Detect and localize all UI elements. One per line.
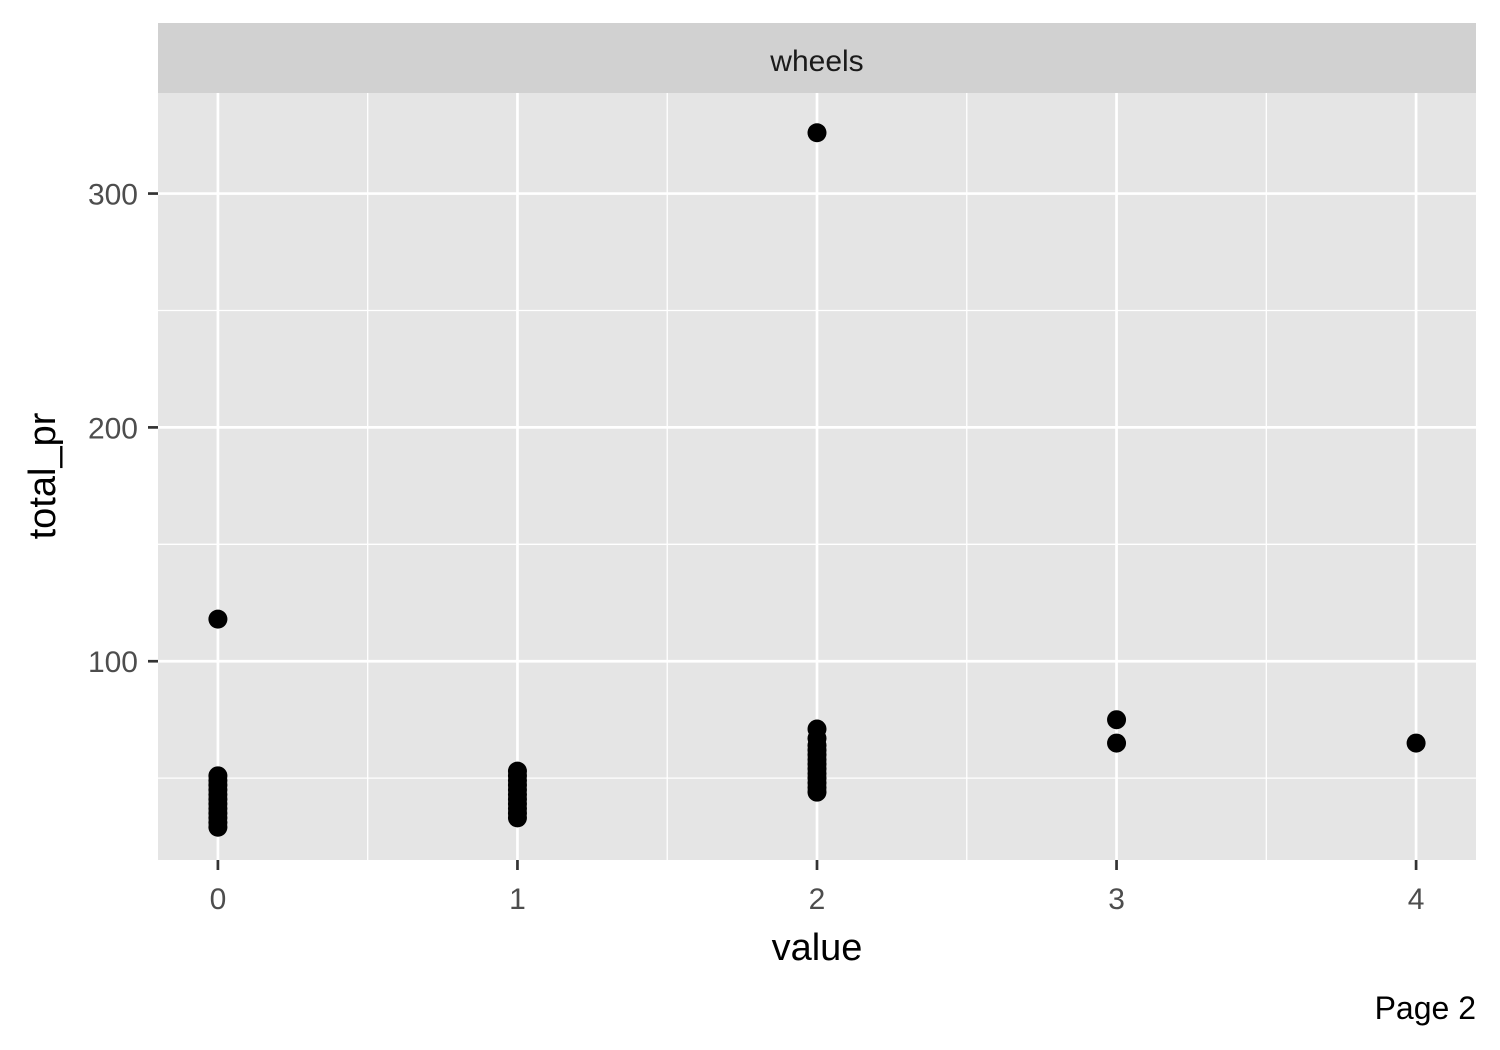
x-tick-label: 3 [1108, 883, 1125, 916]
data-point [1107, 733, 1127, 753]
data-point [1406, 733, 1426, 753]
y-axis: 100 200 300 [88, 179, 158, 679]
data-points [208, 123, 1426, 837]
x-tick-label: 4 [1408, 883, 1425, 916]
x-tick-label: 1 [509, 883, 526, 916]
x-tick-label: 2 [809, 883, 826, 916]
data-point [807, 782, 827, 802]
page-caption: Page 2 [1374, 990, 1476, 1026]
x-tick-label: 0 [210, 883, 227, 916]
y-tick-label: 100 [88, 646, 138, 679]
scatter-chart: wheels 0 1 2 3 4 100 200 300 value total_pr [22, 23, 1476, 969]
data-point [208, 817, 228, 837]
y-tick-label: 300 [88, 179, 138, 212]
y-axis-title: total_pr [22, 412, 64, 539]
y-tick-label: 200 [88, 412, 138, 445]
major-gridlines [158, 93, 1476, 860]
data-point [1107, 710, 1127, 730]
x-axis-title: value [772, 927, 863, 969]
facet-label: wheels [769, 45, 863, 78]
x-axis: 0 1 2 3 4 [210, 860, 1425, 916]
data-point [507, 808, 527, 828]
strip-background [158, 23, 1476, 93]
data-point [208, 609, 228, 629]
data-point [807, 123, 827, 143]
